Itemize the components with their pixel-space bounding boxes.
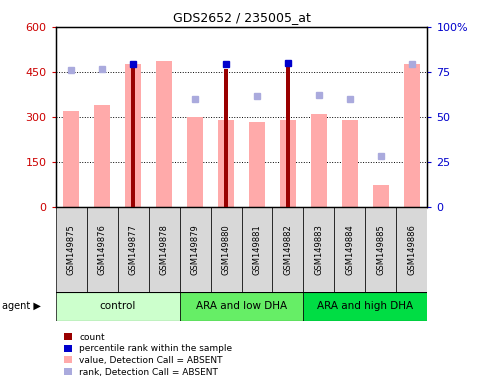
- Bar: [373, 185, 389, 207]
- Bar: [211, 207, 242, 292]
- Bar: [311, 114, 327, 207]
- Bar: [342, 120, 358, 207]
- Bar: [286, 65, 290, 207]
- Text: GSM149876: GSM149876: [98, 224, 107, 275]
- Bar: [249, 122, 265, 207]
- Text: GSM149884: GSM149884: [345, 224, 355, 275]
- Text: GSM149885: GSM149885: [376, 224, 385, 275]
- Text: agent ▶: agent ▶: [2, 301, 41, 311]
- Bar: [242, 207, 272, 292]
- Text: ARA and low DHA: ARA and low DHA: [196, 301, 287, 311]
- Bar: [56, 292, 180, 321]
- Bar: [397, 207, 427, 292]
- Legend: count, percentile rank within the sample, value, Detection Call = ABSENT, rank, : count, percentile rank within the sample…: [60, 329, 236, 380]
- Bar: [366, 207, 397, 292]
- Bar: [303, 292, 427, 321]
- Bar: [86, 207, 117, 292]
- Bar: [280, 120, 296, 207]
- Bar: [334, 207, 366, 292]
- Text: GSM149877: GSM149877: [128, 224, 138, 275]
- Bar: [180, 292, 303, 321]
- Text: GSM149878: GSM149878: [159, 224, 169, 275]
- Bar: [218, 120, 234, 207]
- Bar: [303, 207, 334, 292]
- Text: GSM149875: GSM149875: [67, 224, 75, 275]
- Text: GSM149886: GSM149886: [408, 224, 416, 275]
- Bar: [94, 105, 110, 207]
- Bar: [131, 66, 135, 207]
- Bar: [149, 207, 180, 292]
- Bar: [180, 207, 211, 292]
- Bar: [224, 69, 228, 207]
- Title: GDS2652 / 235005_at: GDS2652 / 235005_at: [172, 11, 311, 24]
- Text: ARA and high DHA: ARA and high DHA: [317, 301, 413, 311]
- Text: GSM149880: GSM149880: [222, 224, 230, 275]
- Bar: [156, 61, 172, 207]
- Text: control: control: [99, 301, 136, 311]
- Text: GSM149879: GSM149879: [190, 224, 199, 275]
- Bar: [125, 65, 141, 207]
- Bar: [272, 207, 303, 292]
- Bar: [117, 207, 149, 292]
- Bar: [63, 111, 79, 207]
- Text: GSM149883: GSM149883: [314, 224, 324, 275]
- Bar: [187, 117, 203, 207]
- Text: GSM149882: GSM149882: [284, 224, 293, 275]
- Text: GSM149881: GSM149881: [253, 224, 261, 275]
- Bar: [56, 207, 86, 292]
- Bar: [404, 65, 420, 207]
